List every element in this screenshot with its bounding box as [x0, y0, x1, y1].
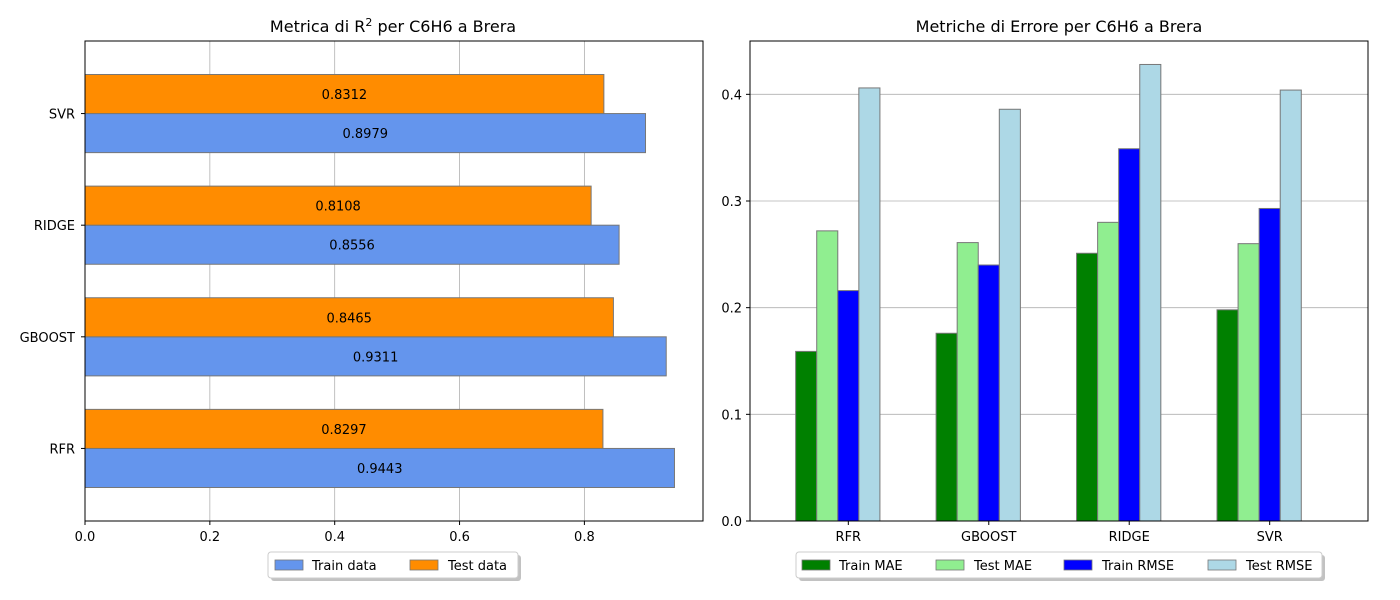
error-chart-x-axis: RFR GBOOST RIDGE SVR: [836, 521, 1283, 545]
bar-test-mae-ridge: [1097, 221, 1120, 522]
bar-train-mae-ridge: [1076, 252, 1099, 522]
bar-test-mae-gboost: [956, 242, 979, 522]
legend-swatch-train-mae: [801, 559, 831, 571]
r2-chart: Metrica di R2 per C6H6 a Brera 0.9443 0.8…: [20, 16, 704, 581]
r2-chart-plot-frame: [84, 40, 704, 522]
y-tick-label: 0.2: [721, 302, 742, 317]
legend-label-train-data: Train data: [311, 559, 377, 574]
y-tick-label-svr: SVR: [49, 108, 75, 123]
legend-label-test-mae: Test MAE: [973, 559, 1032, 574]
error-chart-y-axis: 0.0 0.1 0.2 0.3 0.4: [721, 88, 750, 530]
r2-chart-x-axis: 0.0 0.2 0.4 0.6 0.8: [75, 521, 595, 545]
y-tick-label: 0.3: [721, 195, 742, 210]
bar-train-svr: [84, 113, 647, 154]
legend-label-train-mae: Train MAE: [838, 559, 903, 574]
value-label-test-rfr: 0.8297: [321, 423, 367, 438]
bar-test-mae-svr: [1237, 243, 1260, 522]
x-tick-label: 0.4: [324, 530, 345, 545]
y-tick-label-ridge: RIDGE: [34, 219, 75, 234]
bar-test-rmse-ridge: [1139, 63, 1162, 522]
bar-test-gboost: [84, 297, 614, 338]
value-label-test-svr: 0.8312: [322, 88, 368, 103]
x-tick-label: 0.6: [449, 530, 470, 545]
error-chart: Metriche di Errore per C6H6 a Brera RFR G…: [721, 17, 1369, 581]
bar-test-svr: [84, 73, 605, 115]
y-tick-label: 0.4: [721, 88, 742, 103]
legend-label-test-rmse: Test RMSE: [1245, 559, 1312, 574]
bar-test-ridge: [84, 185, 592, 226]
x-tick-label-rfr: RFR: [836, 530, 862, 545]
value-label-test-gboost: 0.8465: [326, 311, 372, 326]
legend-label-train-rmse: Train RMSE: [1101, 559, 1174, 574]
bar-train-mae-gboost: [935, 332, 958, 522]
value-label-train-ridge: 0.8556: [329, 239, 375, 254]
x-tick-label: 0.0: [75, 530, 96, 545]
bar-train-mae-svr: [1216, 309, 1239, 522]
error-chart-plot-frame: [749, 40, 1369, 522]
y-tick-label-rfr: RFR: [49, 442, 75, 457]
bar-test-rmse-svr: [1279, 89, 1302, 522]
legend-swatch-train-data: [274, 559, 304, 571]
r2-chart-y-axis: RFR GBOOST RIDGE SVR: [20, 108, 85, 457]
legend-swatch-test-data: [409, 559, 439, 571]
legend-swatch-test-rmse: [1207, 559, 1237, 571]
legend-label-test-data: Test data: [447, 559, 507, 574]
r2-chart-legend: Train data Test data: [267, 551, 521, 581]
bar-train-rmse-gboost: [977, 264, 1000, 522]
y-tick-label: 0.0: [721, 515, 742, 530]
x-tick-label: 0.2: [200, 530, 221, 545]
x-tick-label-svr: SVR: [1257, 530, 1283, 545]
x-tick-label: 0.8: [574, 530, 595, 545]
y-tick-label-gboost: GBOOST: [20, 331, 75, 346]
bar-test-rmse-rfr: [858, 87, 881, 522]
x-tick-label-ridge: RIDGE: [1109, 530, 1150, 545]
bar-train-rmse-svr: [1258, 207, 1281, 522]
x-tick-label-gboost: GBOOST: [961, 530, 1016, 545]
legend-swatch-train-rmse: [1063, 559, 1093, 571]
bar-train-rmse-rfr: [837, 290, 860, 522]
error-chart-legend: Train MAE Test MAE Train RMSE Test RMSE: [795, 551, 1325, 581]
error-chart-bars: [795, 63, 1302, 522]
value-label-test-ridge: 0.8108: [315, 200, 361, 215]
r2-chart-title: Metrica di R2 per C6H6 a Brera: [270, 16, 516, 36]
bar-test-mae-rfr: [816, 230, 839, 522]
bar-train-rmse-ridge: [1118, 148, 1141, 522]
value-label-train-gboost: 0.9311: [353, 350, 399, 365]
bar-train-rfr: [84, 447, 675, 489]
error-chart-title: Metriche di Errore per C6H6 a Brera: [916, 17, 1203, 36]
value-label-train-svr: 0.8979: [343, 127, 389, 142]
bar-test-rmse-gboost: [998, 108, 1021, 522]
r2-chart-value-labels: 0.9443 0.8297 0.9311 0.8465 0.8556 0.8108 0.89…: [315, 88, 402, 477]
legend-swatch-test-mae: [935, 559, 965, 571]
y-tick-label: 0.1: [721, 408, 742, 423]
bar-train-mae-rfr: [795, 350, 818, 522]
value-label-train-rfr: 0.9443: [357, 462, 403, 477]
